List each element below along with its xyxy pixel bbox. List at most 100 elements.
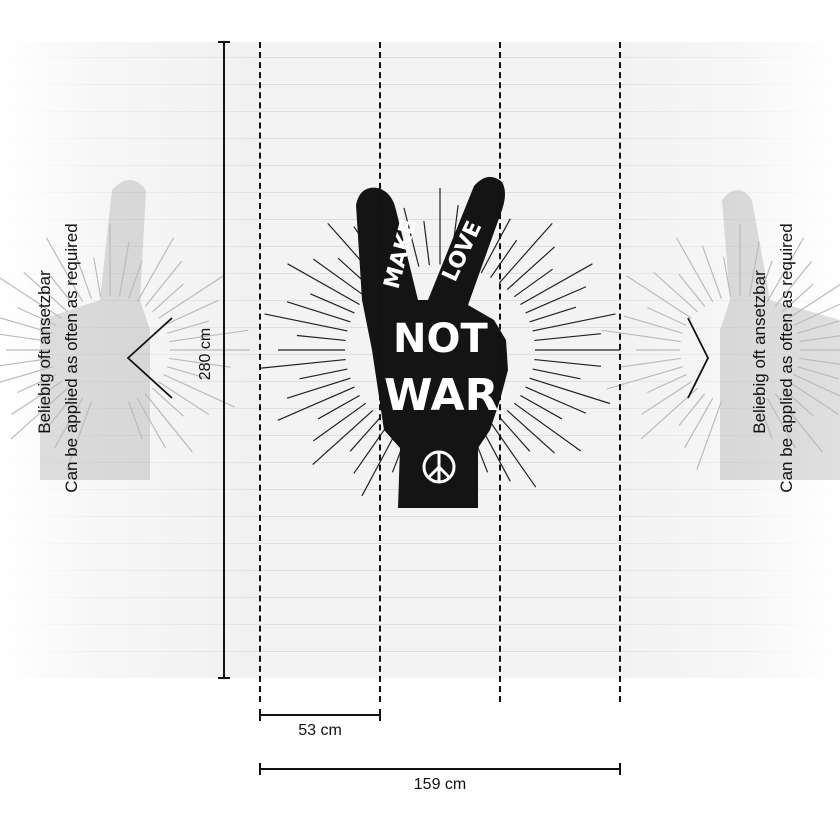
ray xyxy=(647,373,687,394)
peace-hand-silhouette xyxy=(356,176,508,508)
ray xyxy=(490,422,537,488)
ray xyxy=(513,402,582,452)
ray xyxy=(619,357,681,368)
ray xyxy=(601,329,681,343)
ray xyxy=(757,260,773,299)
ray xyxy=(513,268,553,298)
ray xyxy=(163,299,219,327)
ray xyxy=(490,239,518,278)
ray xyxy=(701,245,723,299)
ray xyxy=(93,257,102,297)
ray xyxy=(525,286,587,314)
ray xyxy=(626,275,692,319)
ray xyxy=(136,237,175,303)
ray xyxy=(498,222,553,284)
ray xyxy=(774,260,813,307)
ray xyxy=(312,410,374,465)
ray xyxy=(0,277,62,319)
ray xyxy=(529,377,611,405)
ray xyxy=(158,381,210,416)
ray xyxy=(532,368,581,380)
ray xyxy=(423,221,430,266)
ray xyxy=(793,303,840,327)
ray xyxy=(48,273,76,307)
repeat-note-left-en: Can be applied as often as required xyxy=(62,223,81,493)
ray xyxy=(480,426,511,482)
ray xyxy=(17,373,57,394)
ray xyxy=(264,313,348,332)
ray xyxy=(23,271,68,313)
ray xyxy=(169,357,231,368)
ray xyxy=(66,401,93,471)
ray xyxy=(10,387,68,440)
total-width-label: 159 cm xyxy=(413,776,467,793)
ray xyxy=(54,397,84,449)
ray xyxy=(799,357,840,365)
ray xyxy=(0,333,51,343)
ray xyxy=(774,393,823,453)
repeat-note-right-en: Can be applied as often as required xyxy=(777,223,796,493)
ghost-sunburst-rays xyxy=(0,224,840,471)
ray xyxy=(799,335,840,343)
panel-seam-line-1 xyxy=(259,42,261,702)
panel-seam-line-3 xyxy=(499,42,501,702)
ray xyxy=(520,394,563,420)
ray xyxy=(136,397,166,449)
ray xyxy=(534,358,602,367)
repeat-note-right-de: Beliebig oft ansetzbar xyxy=(750,270,769,434)
ray xyxy=(766,237,805,303)
ray xyxy=(796,320,840,334)
ray xyxy=(163,373,235,408)
panel-width-label: 53 cm xyxy=(298,722,342,739)
ray xyxy=(757,401,773,440)
ray xyxy=(647,306,687,327)
sunburst-rays xyxy=(261,188,620,497)
chevron-left-icon xyxy=(126,317,173,399)
ray xyxy=(640,381,692,416)
repeat-note-left-de: Beliebig oft ansetzbar xyxy=(35,270,54,434)
ray xyxy=(403,207,420,267)
ray xyxy=(678,273,706,307)
ray xyxy=(312,258,367,298)
ray xyxy=(296,334,346,342)
ray xyxy=(17,306,57,327)
ray xyxy=(782,387,814,417)
ray xyxy=(766,397,796,449)
ray xyxy=(286,377,351,399)
ray xyxy=(310,293,355,314)
ray xyxy=(782,283,814,313)
ray xyxy=(525,386,587,414)
ray xyxy=(127,260,143,299)
ray xyxy=(723,257,732,297)
ray xyxy=(286,301,351,323)
ray xyxy=(684,397,714,449)
ray xyxy=(788,283,840,319)
ray xyxy=(796,366,840,380)
height-label: 280 cm xyxy=(197,327,214,381)
ray xyxy=(480,218,511,274)
ray xyxy=(0,357,51,367)
ray xyxy=(144,393,193,453)
ray xyxy=(71,245,93,299)
artwork-text-not: NOT xyxy=(393,316,488,362)
peace-sign-icon xyxy=(422,450,456,484)
ray xyxy=(506,246,555,290)
ray xyxy=(169,329,249,343)
ray xyxy=(696,401,723,471)
panel-seam-line-4 xyxy=(619,42,621,702)
ray xyxy=(349,416,382,452)
ray xyxy=(353,422,390,474)
ray xyxy=(0,366,54,383)
ray xyxy=(166,320,210,334)
chevron-right-icon xyxy=(687,317,710,399)
ray xyxy=(0,317,54,334)
ray xyxy=(144,260,183,307)
panel-seam-line-2 xyxy=(379,42,381,702)
ray xyxy=(498,416,531,452)
ray xyxy=(532,313,616,332)
ray xyxy=(623,315,684,334)
ray xyxy=(788,381,840,416)
ray xyxy=(158,275,224,319)
ray xyxy=(534,333,602,342)
